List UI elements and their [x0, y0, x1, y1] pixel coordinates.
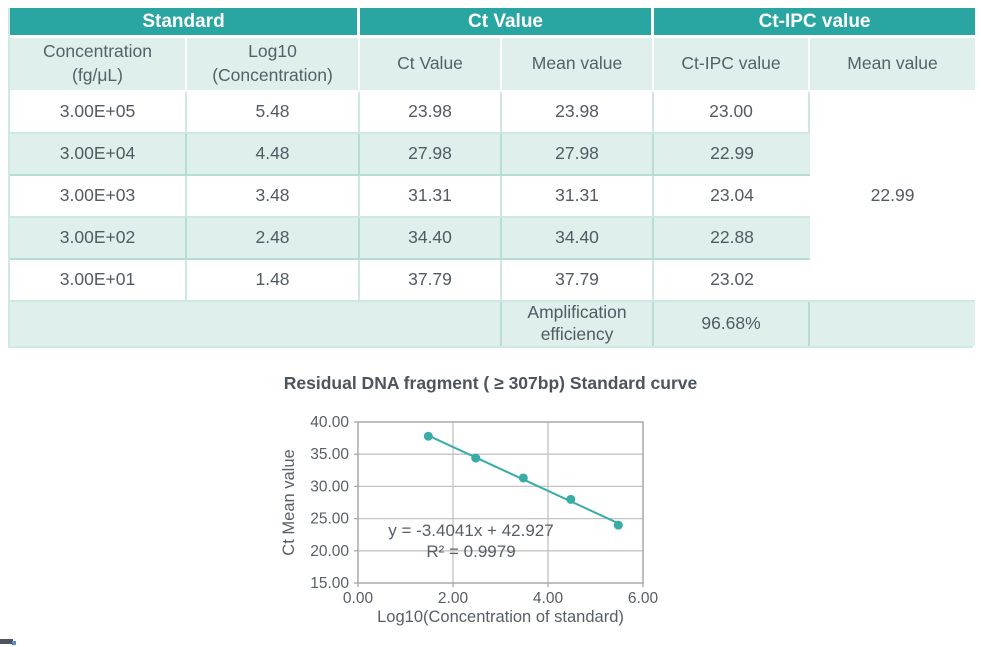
ct-value-cell: 27.98: [360, 134, 503, 176]
concentration-cell: 3.00E+05: [10, 92, 187, 134]
svg-text:2.00: 2.00: [438, 590, 469, 607]
amplification-efficiency-label: Amplification efficiency: [502, 302, 655, 346]
concentration-cell: 3.00E+02: [10, 218, 187, 260]
ct-mean-cell: 23.98: [502, 92, 655, 134]
svg-text:y = -3.4041x + 42.927: y = -3.4041x + 42.927: [388, 521, 553, 540]
svg-text:30.00: 30.00: [310, 478, 349, 495]
table-row: 3.00E+01 1.48 37.79 37.79 23.02: [10, 260, 975, 302]
ct-ipc-cell: 23.00: [654, 92, 811, 134]
ct-value-cell: 31.31: [360, 176, 503, 218]
group-header-ct-value: Ct Value: [360, 8, 655, 38]
ct-value-cell: 34.40: [360, 218, 503, 260]
log10-cell: 3.48: [187, 176, 361, 218]
col-header-mean-value: Mean value: [502, 38, 655, 92]
chart-title: Residual DNA fragment ( ≥ 307bp) Standar…: [283, 373, 698, 393]
table-row: 3.00E+04 4.48 27.98 27.98 22.99: [10, 134, 975, 176]
ct-mean-cell: 37.79: [502, 260, 655, 302]
table-row: 3.00E+02 2.48 34.40 34.40 22.88: [10, 218, 975, 260]
svg-text:15.00: 15.00: [310, 575, 349, 592]
svg-text:Log10(Concentration of standar: Log10(Concentration of standard): [377, 608, 624, 626]
chart-canvas: 15.00 20.00 25.00 30.00 35.00 40.00 0.00 2.00 4.…: [280, 414, 659, 626]
col-header-ipc-mean: Mean value: [810, 38, 976, 92]
amplification-efficiency-value: 96.68%: [654, 302, 811, 346]
col-header-concentration: Concentration (fg/μL): [10, 38, 187, 92]
ipc-mean-merged-cell: 22.99: [810, 92, 976, 302]
log10-cell: 1.48: [187, 260, 361, 302]
ct-ipc-cell: 23.02: [654, 260, 811, 302]
group-header-standard: Standard: [10, 8, 361, 38]
ct-ipc-cell: 22.99: [654, 134, 811, 176]
standard-curve-table: Standard Ct Value Ct-IPC value Concentra…: [8, 8, 976, 348]
svg-text:40.00: 40.00: [310, 414, 349, 431]
ct-ipc-cell: 22.88: [654, 218, 811, 260]
group-header-row: Standard Ct Value Ct-IPC value: [10, 8, 976, 38]
svg-text:20.00: 20.00: [310, 543, 349, 560]
group-header-ct-ipc-value: Ct-IPC value: [654, 8, 976, 38]
ct-mean-cell: 34.40: [502, 218, 655, 260]
ct-mean-cell: 31.31: [502, 176, 655, 218]
svg-text:6.00: 6.00: [628, 590, 659, 607]
standard-curve-chart: 15.00 20.00 25.00 30.00 35.00 40.00 0.00 2.00 4.…: [258, 408, 688, 645]
footer-empty-cell: [10, 302, 503, 346]
svg-text:4.00: 4.00: [533, 590, 564, 607]
data-table: Standard Ct Value Ct-IPC value Concentra…: [10, 8, 976, 346]
stray-mark: [0, 639, 16, 645]
ct-ipc-cell: 23.04: [654, 176, 811, 218]
col-header-log10: Log10 (Concentration): [187, 38, 361, 92]
log10-cell: 5.48: [187, 92, 361, 134]
log10-cell: 2.48: [187, 218, 361, 260]
svg-text:0.00: 0.00: [343, 590, 374, 607]
ct-value-cell: 23.98: [360, 92, 503, 134]
svg-text:Ct Mean value: Ct Mean value: [280, 449, 298, 555]
svg-text:R² = 0.9979: R² = 0.9979: [426, 542, 515, 561]
table-row: 3.00E+03 3.48 31.31 31.31 23.04: [10, 176, 975, 218]
svg-text:35.00: 35.00: [310, 446, 349, 463]
concentration-cell: 3.00E+03: [10, 176, 187, 218]
ct-value-cell: 37.79: [360, 260, 503, 302]
footer-empty-cell: [810, 302, 976, 346]
table-row: 3.00E+05 5.48 23.98 23.98 23.00 22.99: [10, 92, 976, 302]
col-header-ct-value: Ct Value: [360, 38, 503, 92]
svg-text:25.00: 25.00: [310, 511, 349, 528]
amplification-efficiency-row: Amplification efficiency 96.68%: [10, 302, 976, 346]
ct-mean-cell: 27.98: [502, 134, 655, 176]
concentration-cell: 3.00E+01: [10, 260, 187, 302]
concentration-cell: 3.00E+04: [10, 134, 187, 176]
log10-cell: 4.48: [187, 134, 361, 176]
col-header-ct-ipc: Ct-IPC value: [654, 38, 811, 92]
subheader-row: Concentration (fg/μL) Log10 (Concentrati…: [10, 38, 976, 92]
